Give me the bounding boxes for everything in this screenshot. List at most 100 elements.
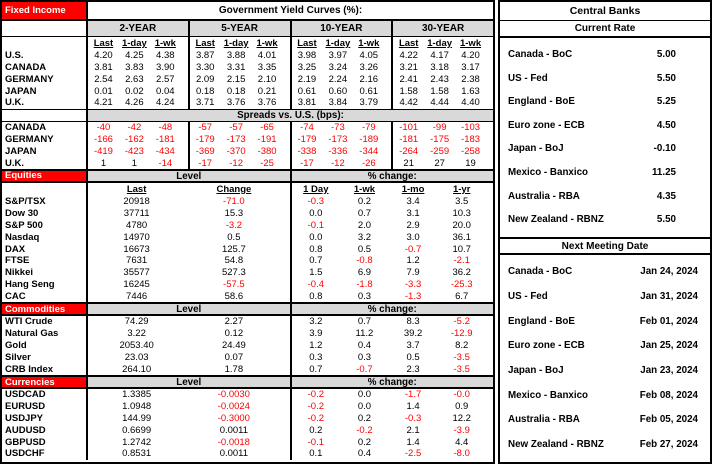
yield-row-japan: JAPAN 0.01 0.02 0.04 0.18 0.18 0.21 0.61 0.60 0.6… (2, 85, 493, 98)
column-header: 1 Day (303, 183, 329, 195)
value-cell: -419 (93, 145, 113, 157)
value-cell: 10.3 (452, 208, 471, 220)
equities-subheader-row: Last Change 1 Day 1-wk 1-mo 1-yr (2, 183, 494, 197)
value-cell: 4.05 (359, 50, 379, 62)
row-label: CANADA (5, 61, 47, 73)
value-cell: 14970 (123, 231, 150, 243)
value-cell: 3.30 (195, 61, 215, 73)
column-group: 0.61 0.60 0.61 (289, 85, 392, 98)
value-cell: 3.81 (297, 97, 317, 109)
row-label: EURUSD (5, 401, 46, 413)
column-group: 37711 15.3 (86, 207, 290, 220)
value-cell: 0.5 (357, 243, 372, 255)
bank-label: Japan - BoJ (508, 364, 564, 376)
column-group: 0.7 -0.8 1.2 -2.1 (289, 255, 494, 267)
value-cell: 3.0 (406, 231, 420, 243)
column-group: 0.01 0.02 0.04 (86, 85, 188, 98)
column-header: 1-day (121, 37, 147, 49)
central-banks-panel: Central Banks Current Rate Canada - BoC 5… (498, 0, 712, 464)
value-cell: -79 (361, 122, 376, 134)
yield-row-u-k: U.K. 4.21 4.26 4.24 3.71 3.76 3.76 3.81 3.84 3.79… (2, 97, 493, 109)
rate-value: 5.50 (656, 72, 676, 84)
value-cell: 0.12 (224, 328, 244, 340)
value-cell: -1.7 (404, 389, 422, 401)
value-cell: 0.6699 (122, 424, 152, 436)
spread-row-japan: JAPAN -419 -423 -434 -369 -370 -380 -338 -336 -34… (2, 145, 493, 158)
row-label: U.S. (5, 50, 24, 62)
value-cell: 0.2 (357, 436, 372, 448)
value-cell: 7446 (126, 290, 148, 302)
column-group: 144.99 -0.3000 (86, 412, 290, 425)
column-group: 1.0948 -0.0024 (86, 401, 290, 413)
value-cell: -5.2 (453, 316, 470, 328)
row-label: GERMANY (5, 73, 54, 85)
value-cell: -40 (96, 122, 111, 134)
value-cell: 0.1 (309, 448, 323, 460)
bank-label: US - Fed (508, 72, 548, 84)
meeting-row-mexico-banxico: Mexico - Banxico Feb 08, 2024 (500, 390, 710, 401)
rate-row-japan-boj: Japan - BoJ -0.10 (500, 144, 710, 154)
value-cell: 0.18 (226, 85, 246, 97)
value-cell: -12 (229, 157, 243, 169)
column-group: 3.30 3.31 3.35 (187, 61, 290, 74)
value-cell: 3.76 (257, 97, 277, 109)
value-cell: 3.1 (406, 208, 420, 220)
value-cell: -12 (331, 157, 345, 169)
bank-label: England - BoE (508, 96, 575, 108)
value-cell: -189 (359, 133, 379, 145)
column-group: 1 Day 1-wk 1-mo 1-yr (289, 183, 494, 197)
value-cell: -175 (430, 133, 450, 145)
currencies-row-eurusd: EURUSD 1.0948 -0.0024 -0.2 0.0 1.4 0.9 (2, 401, 493, 413)
meeting-date: Jan 31, 2024 (640, 291, 698, 303)
value-cell: 6.7 (455, 290, 469, 302)
column-header: 1-wk (256, 37, 278, 49)
value-cell: 6.9 (357, 267, 372, 279)
value-cell: 2.19 (297, 73, 317, 85)
value-cell: 0.18 (195, 85, 215, 97)
value-cell: 3.35 (257, 61, 277, 73)
column-group: 0.1 0.4 -2.5 -8.0 (289, 448, 494, 461)
yield-rows: U.S. 4.20 4.25 4.38 3.87 3.88 4.01 3.98 3.97 4.05… (2, 50, 493, 109)
spread-row-canada: CANADA -40 -42 -48 -57 -57 -65 -74 -73 -79 -101 -99… (2, 121, 493, 134)
currencies-section-banner: Currencies (2, 377, 86, 388)
value-cell: 4.38 (156, 50, 175, 62)
value-cell: 4.20 (94, 50, 113, 62)
row-label: FTSE (5, 255, 30, 267)
value-cell: 20.0 (452, 219, 471, 231)
column-group: -369 -370 -380 (187, 145, 290, 158)
column-header: Last (126, 183, 147, 195)
column-group: 0.0 3.2 3.0 36.1 (289, 231, 494, 244)
value-cell: -3.3 (404, 278, 422, 290)
value-cell: 0.0 (309, 208, 323, 220)
value-cell: 2.0 (357, 219, 372, 231)
value-cell: 2.43 (430, 73, 449, 85)
rate-value: 11.25 (652, 167, 676, 179)
column-group: 3.22 0.12 (86, 328, 290, 340)
value-cell: 2.16 (359, 73, 379, 85)
tenor-header-5-year: 5-YEAR (187, 21, 290, 36)
current-rate-header: Current Rate (500, 21, 710, 38)
value-cell: 144.99 (122, 413, 152, 425)
row-label: JAPAN (5, 85, 37, 97)
value-cell: -3.5 (453, 363, 470, 375)
fixed-income-header-row: Fixed Income Government Yield Curves (%)… (2, 2, 493, 21)
value-cell: 3.5 (455, 196, 469, 208)
rate-value: 4.35 (656, 190, 676, 202)
row-label: DAX (5, 243, 26, 255)
column-group: 0.0 0.7 3.1 10.3 (289, 207, 494, 220)
column-group: 2.41 2.43 2.38 (391, 73, 493, 86)
column-group: 0.8531 0.0011 (86, 448, 290, 461)
value-cell: -259 (430, 145, 450, 157)
value-cell: 1.3385 (122, 389, 152, 401)
value-cell: 527.3 (221, 267, 246, 279)
value-cell: 2.57 (156, 73, 175, 85)
value-cell: 20918 (123, 196, 150, 208)
column-group: 0.18 0.18 0.21 (187, 85, 290, 98)
value-cell: 0.4 (357, 448, 372, 460)
value-cell: 3.24 (328, 61, 348, 73)
column-group: -0.2 0.0 -1.7 -0.0 (289, 389, 494, 402)
value-cell: -0.1 (307, 436, 324, 448)
column-header: 1-day (223, 37, 249, 49)
column-group: -17 -12 -25 (187, 157, 290, 170)
empty-corner-cell (2, 21, 86, 36)
